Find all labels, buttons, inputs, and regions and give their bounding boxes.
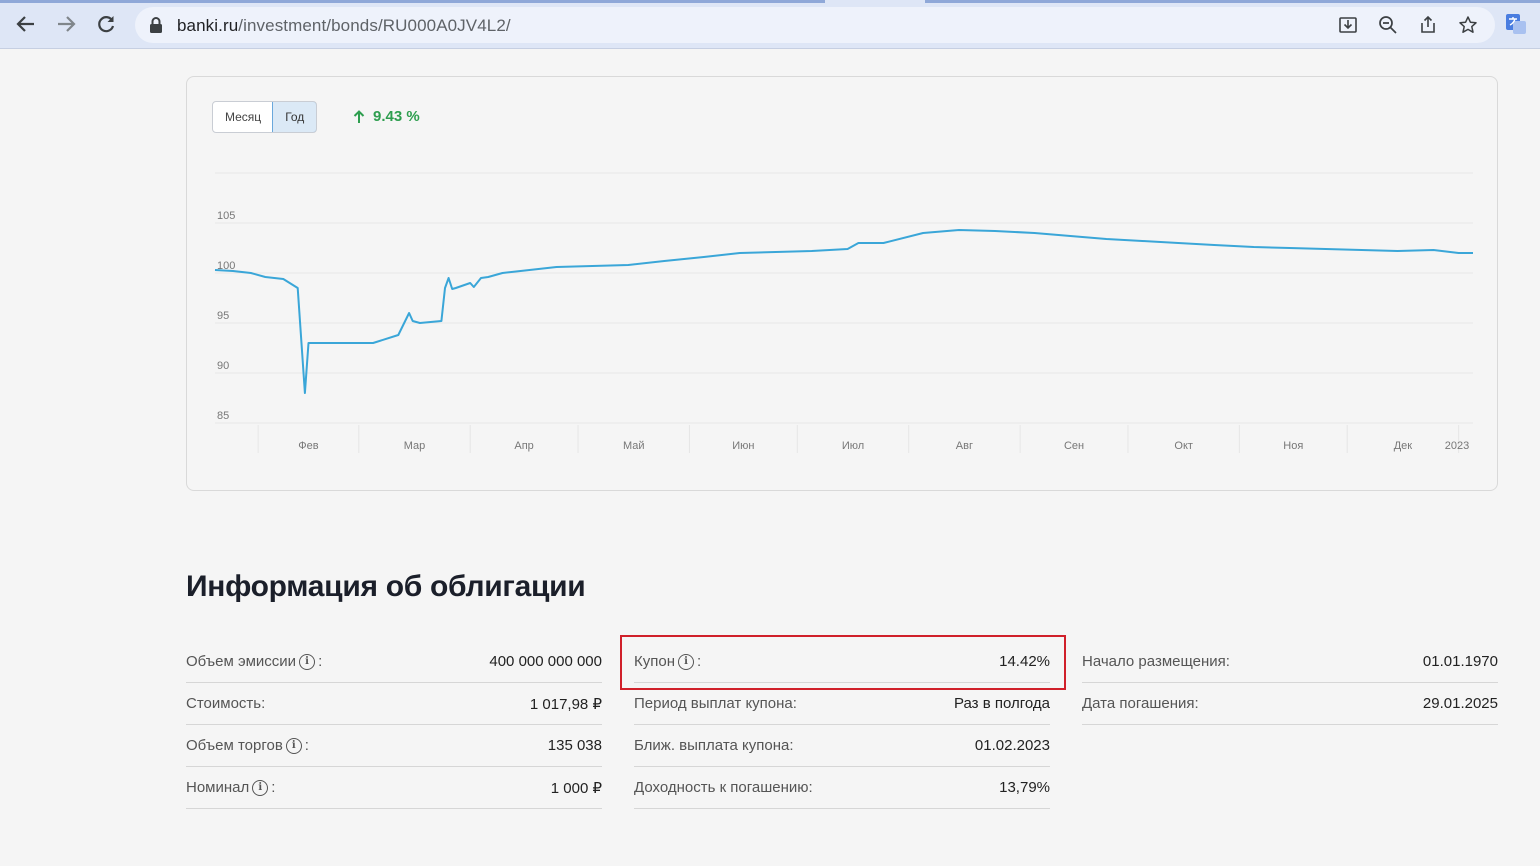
y-tick-label: 85	[217, 410, 229, 422]
lock-icon[interactable]	[149, 16, 163, 39]
back-arrow-icon[interactable]	[11, 9, 41, 39]
info-label: Объем торгов i:	[186, 737, 309, 754]
info-value: 01.02.2023	[974, 737, 1050, 754]
info-label-text: Купон	[634, 653, 675, 670]
x-tick-label: Дек	[1394, 440, 1413, 452]
info-label: Начало размещения:	[1082, 653, 1230, 670]
period-month-button[interactable]: Месяц	[225, 110, 262, 124]
info-label: Ближ. выплата купона:	[634, 737, 794, 754]
x-tick-label: Мар	[404, 440, 426, 452]
info-row: Номинал i: 1 000 ₽	[186, 767, 602, 809]
x-tick-label: Июн	[732, 440, 754, 452]
info-label-text: Объем эмиссии	[186, 653, 297, 670]
info-title: Информация об облигации	[186, 570, 586, 603]
tab-strip	[925, 0, 1540, 3]
reload-icon[interactable]	[91, 9, 121, 39]
x-tick-label: 2023	[1445, 440, 1469, 452]
forward-arrow-icon[interactable]	[51, 9, 81, 39]
price-change: 9.43 %	[353, 108, 420, 125]
info-label-text: Доходность к погашению:	[634, 779, 813, 796]
url-path: /investment/bonds/RU000A0JV4L2/	[238, 16, 511, 35]
tab-strip-active	[0, 0, 825, 3]
info-row: Дата погашения: 29.01.2025	[1082, 683, 1498, 725]
info-row: Стоимость: 1 017,98 ₽	[186, 683, 602, 725]
label-colon: :	[271, 779, 276, 796]
y-tick-label: 90	[217, 360, 229, 372]
info-value: 400 000 000 000	[489, 653, 602, 670]
x-tick-label: Сен	[1064, 440, 1084, 452]
info-value: 135 038	[547, 737, 602, 754]
y-tick-label: 95	[217, 310, 229, 322]
info-label-text: Период выплат купона:	[634, 695, 797, 712]
info-label-text: Ближ. выплата купона:	[634, 737, 794, 754]
period-year-button[interactable]: Год	[272, 102, 317, 132]
share-icon[interactable]	[1416, 13, 1440, 37]
info-value: 14.42%	[999, 653, 1050, 670]
x-tick-label: Апр	[514, 440, 533, 452]
x-tick-label: Окт	[1174, 440, 1193, 452]
zoom-icon[interactable]	[1376, 13, 1400, 37]
info-label-text: Объем торгов	[186, 737, 283, 754]
url-text[interactable]: banki.ru/investment/bonds/RU000A0JV4L2/	[177, 16, 511, 36]
info-label-text: Номинал	[186, 779, 250, 796]
period-switcher: Месяц Год	[212, 101, 318, 133]
info-circle-icon[interactable]: i	[678, 653, 694, 670]
info-label: Дата погашения:	[1082, 695, 1199, 712]
x-tick-label: Июл	[842, 440, 864, 452]
coupon-highlight-box	[620, 635, 1066, 690]
translate-extension-icon[interactable]	[1505, 13, 1527, 35]
info-label: Объем эмиссии i:	[186, 653, 322, 670]
x-tick-label: Май	[623, 440, 645, 452]
info-value: 1 017,98 ₽	[529, 696, 602, 713]
install-icon[interactable]	[1336, 13, 1360, 37]
arrow-up-icon	[353, 109, 365, 123]
label-colon: :	[318, 653, 323, 670]
info-circle-icon[interactable]: i	[285, 737, 302, 754]
x-tick-label: Ноя	[1283, 440, 1303, 452]
info-label: Стоимость:	[186, 695, 265, 712]
price-change-value: 9.43 %	[373, 108, 420, 125]
price-line-chart: 85 90 95 100 105 Фев Мар Апр Май Июн Июл Авг Сен Окт Н…	[214, 172, 1473, 453]
info-label-text: Начало размещения:	[1082, 653, 1230, 670]
info-value: 1 000 ₽	[550, 780, 602, 797]
url-host: banki.ru	[177, 16, 239, 35]
info-row: Ближ. выплата купона: 01.02.2023	[634, 725, 1050, 767]
price-chart-card: Месяц Год 9.43 % 85 90 95 100 105 Фев Мар Апр Ма…	[186, 76, 1498, 491]
browser-toolbar: banki.ru/investment/bonds/RU000A0JV4L2/	[0, 0, 1540, 49]
y-tick-label: 105	[217, 210, 235, 222]
x-tick-label: Фев	[298, 440, 318, 452]
info-row: Объем торгов i: 135 038	[186, 725, 602, 767]
info-label-text: Стоимость:	[186, 695, 266, 712]
x-tick-label: Авг	[956, 440, 973, 452]
info-value: 13,79%	[999, 779, 1050, 796]
info-label: Номинал i:	[186, 779, 275, 796]
info-value: Раз в полгода	[954, 695, 1050, 712]
info-circle-icon[interactable]: i	[252, 779, 269, 796]
price-series-line	[214, 229, 1473, 394]
info-row: Купон i: 14.42%	[634, 641, 1050, 683]
info-row: Объем эмиссии i: 400 000 000 000	[186, 641, 602, 683]
info-row: Период выплат купона: Раз в полгода	[634, 683, 1050, 725]
info-row: Начало размещения: 01.01.1970	[1082, 641, 1498, 683]
info-label-text: Дата погашения:	[1082, 695, 1199, 712]
info-circle-icon[interactable]: i	[299, 653, 316, 670]
info-label: Период выплат купона:	[634, 695, 797, 712]
info-label: Доходность к погашению:	[634, 779, 813, 796]
address-bar[interactable]: banki.ru/investment/bonds/RU000A0JV4L2/	[135, 7, 1495, 43]
info-value: 01.01.1970	[1422, 653, 1498, 670]
info-value: 29.01.2025	[1422, 695, 1498, 712]
label-colon: :	[697, 653, 702, 670]
info-column-3: Начало размещения: 01.01.1970 Дата погашен…	[1082, 641, 1498, 725]
info-row: Доходность к погашению: 13,79%	[634, 767, 1050, 809]
y-tick-label: 100	[217, 260, 235, 272]
info-column-2: Купон i: 14.42% Период выплат купона: Раз в …	[634, 641, 1050, 809]
info-column-1: Объем эмиссии i:400 000 000 000 Стоимость:…	[186, 641, 602, 809]
star-icon[interactable]	[1456, 13, 1480, 37]
label-colon: :	[304, 737, 309, 754]
info-label: Купон i:	[634, 653, 701, 670]
